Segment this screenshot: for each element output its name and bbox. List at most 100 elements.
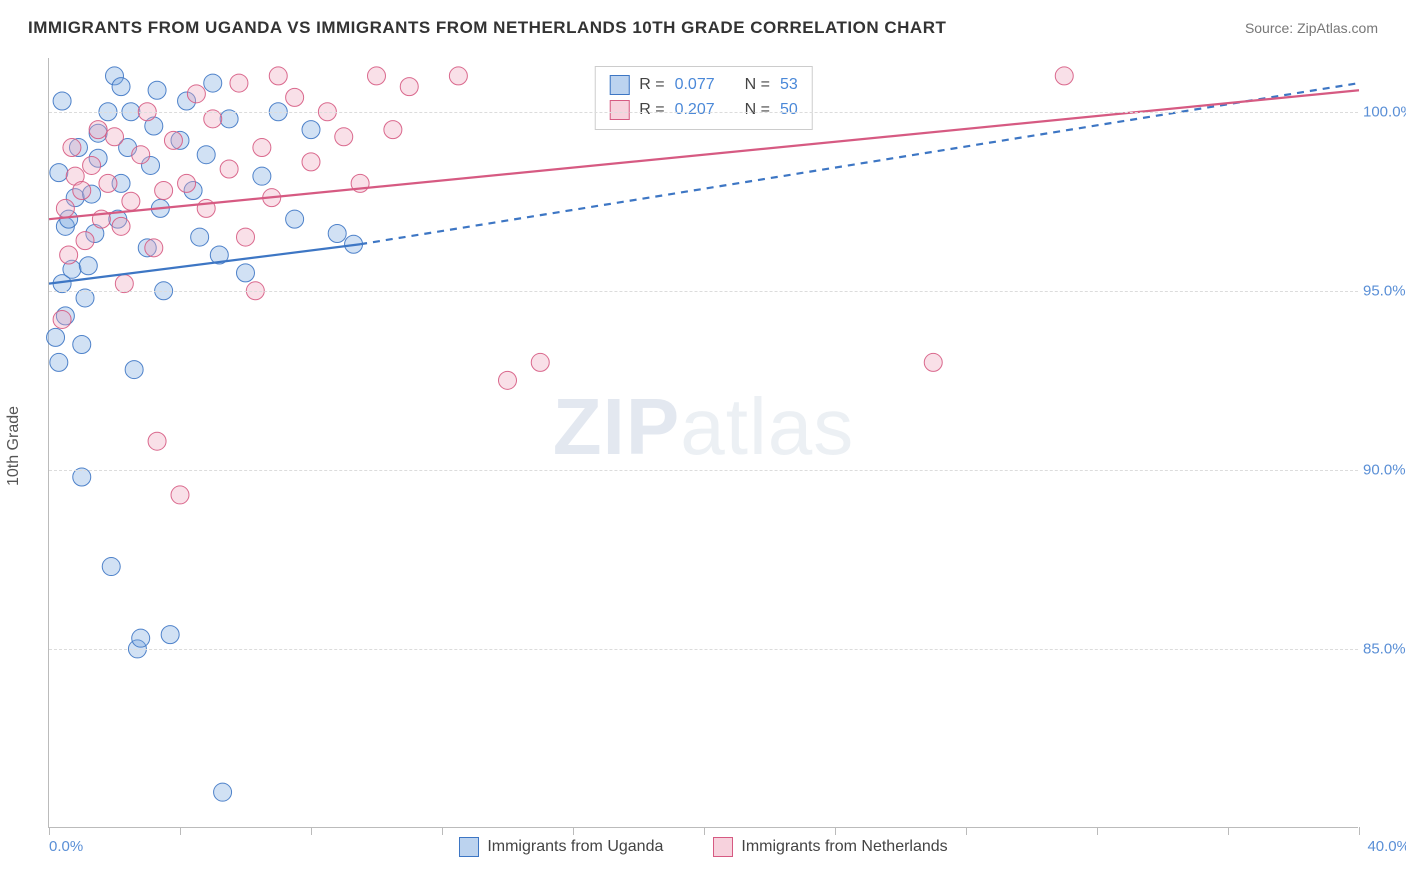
legend-swatch [459,837,479,857]
y-tick-label: 85.0% [1363,640,1406,657]
scatter-point [924,353,942,371]
scatter-point [253,167,271,185]
gridline-h [49,470,1358,471]
scatter-point [132,146,150,164]
scatter-point [230,74,248,92]
stat-n-value: 53 [780,72,798,97]
x-tick [1228,827,1229,835]
chart-container: IMMIGRANTS FROM UGANDA VS IMMIGRANTS FRO… [0,0,1406,892]
scatter-point [400,78,418,96]
scatter-point [187,85,205,103]
source-label: Source: ZipAtlas.com [1245,20,1378,36]
scatter-point [63,139,81,157]
legend-item: Immigrants from Netherlands [713,837,947,857]
scatter-point [112,217,130,235]
x-tick [835,827,836,835]
scatter-point [89,121,107,139]
scatter-point [328,224,346,242]
scatter-point [79,257,97,275]
scatter-point [220,160,238,178]
chart-title: IMMIGRANTS FROM UGANDA VS IMMIGRANTS FRO… [28,18,946,38]
legend-label: Immigrants from Uganda [487,838,663,856]
stats-row: R = 0.077 N = 53 [609,72,798,97]
scatter-point [302,153,320,171]
gridline-h [49,112,1358,113]
series-swatch [609,75,629,95]
scatter-point [191,228,209,246]
x-tick [966,827,967,835]
scatter-point [237,228,255,246]
scatter-point [499,371,517,389]
scatter-point [161,626,179,644]
scatter-point [178,174,196,192]
stat-label: R = [639,72,664,97]
scatter-point [237,264,255,282]
stat-label: R = [639,97,664,122]
scatter-point [106,128,124,146]
scatter-point [204,74,222,92]
x-tick [442,827,443,835]
scatter-point [47,328,65,346]
scatter-point [197,146,215,164]
scatter-point [125,361,143,379]
scatter-point [50,164,68,182]
scatter-point [76,232,94,250]
x-tick [1359,827,1360,835]
scatter-point [384,121,402,139]
scatter-point [214,783,232,801]
x-tick [49,827,50,835]
scatter-point [112,78,130,96]
scatter-point [531,353,549,371]
stat-r-value: 0.207 [675,97,715,122]
x-min-label: 0.0% [49,838,83,855]
scatter-point [155,182,173,200]
x-tick [1097,827,1098,835]
scatter-point [122,192,140,210]
y-tick-label: 95.0% [1363,282,1406,299]
scatter-point [145,239,163,257]
y-tick-label: 100.0% [1363,103,1406,120]
gridline-h [49,291,1358,292]
scatter-point [368,67,386,85]
scatter-point [60,246,78,264]
scatter-point [171,486,189,504]
stat-label: N = [745,72,770,97]
stat-label: N = [745,97,770,122]
stats-row: R = 0.207 N = 50 [609,97,798,122]
stat-r-value: 0.077 [675,72,715,97]
scatter-point [56,199,74,217]
plot-svg [49,58,1358,827]
scatter-point [253,139,271,157]
scatter-point [164,131,182,149]
scatter-point [148,432,166,450]
x-tick [704,827,705,835]
scatter-point [449,67,467,85]
x-tick [180,827,181,835]
scatter-point [148,81,166,99]
y-tick-label: 90.0% [1363,461,1406,478]
x-tick [573,827,574,835]
scatter-point [83,156,101,174]
legend-swatch [713,837,733,857]
x-max-label: 40.0% [1367,838,1406,855]
scatter-point [73,336,91,354]
scatter-point [102,558,120,576]
legend-bottom: Immigrants from Uganda Immigrants from Ne… [49,837,1358,857]
plot-area: ZIPatlas R =0.077N =53R =0.207N =50 Immi… [48,58,1358,828]
scatter-point [132,629,150,647]
scatter-point [1055,67,1073,85]
legend-label: Immigrants from Netherlands [741,838,947,856]
legend-item: Immigrants from Uganda [459,837,663,857]
scatter-point [286,88,304,106]
scatter-point [335,128,353,146]
scatter-point [302,121,320,139]
scatter-point [286,210,304,228]
scatter-point [99,174,117,192]
scatter-point [50,353,68,371]
scatter-point [73,182,91,200]
gridline-h [49,649,1358,650]
x-tick [311,827,312,835]
trend-line-dashed [360,83,1359,244]
stat-n-value: 50 [780,97,798,122]
y-axis-label: 10th Grade [5,406,23,486]
